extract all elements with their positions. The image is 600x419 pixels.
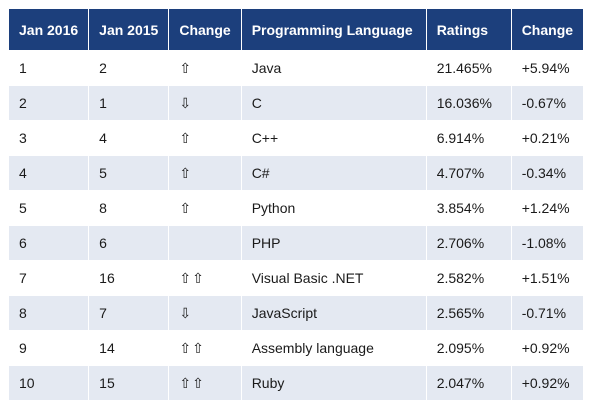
rating-change: -1.08% (511, 226, 584, 260)
rank-jan-2015: 4 (89, 121, 169, 155)
double-up-arrow-icon: ⇧⇧ (169, 261, 241, 295)
rank-jan-2016: 5 (9, 191, 89, 225)
table-row: 7 16 ⇧⇧ Visual Basic .NET 2.582% +1.51% (9, 261, 584, 295)
rank-jan-2015: 16 (89, 261, 169, 295)
table-row: 3 4 ⇧ C++ 6.914% +0.21% (9, 121, 584, 155)
rank-jan-2015: 2 (89, 51, 169, 85)
language-name: Visual Basic .NET (241, 261, 426, 295)
header-rating-change: Change (511, 9, 584, 50)
rank-jan-2016: 3 (9, 121, 89, 155)
header-jan-2016: Jan 2016 (9, 9, 89, 50)
header-programming-language: Programming Language (241, 9, 426, 50)
rank-jan-2015: 6 (89, 226, 169, 260)
language-name: C++ (241, 121, 426, 155)
rank-jan-2015: 5 (89, 156, 169, 190)
rating-change: -0.34% (511, 156, 584, 190)
header-jan-2015: Jan 2015 (89, 9, 169, 50)
table-row: 4 5 ⇧ C# 4.707% -0.34% (9, 156, 584, 190)
language-name: Java (241, 51, 426, 85)
rating-value: 2.582% (426, 261, 511, 295)
down-arrow-icon: ⇩ (169, 296, 241, 330)
rating-value: 2.047% (426, 366, 511, 400)
table-row: 8 7 ⇩ JavaScript 2.565% -0.71% (9, 296, 584, 330)
rank-jan-2015: 14 (89, 331, 169, 365)
rating-change: -0.67% (511, 86, 584, 120)
table-row: 5 8 ⇧ Python 3.854% +1.24% (9, 191, 584, 225)
ranking-table-container: Jan 2016 Jan 2015 Change Programming Lan… (8, 8, 585, 401)
table-row: 6 6 PHP 2.706% -1.08% (9, 226, 584, 260)
rank-jan-2016: 6 (9, 226, 89, 260)
ranking-table: Jan 2016 Jan 2015 Change Programming Lan… (8, 8, 585, 401)
rating-value: 6.914% (426, 121, 511, 155)
language-name: PHP (241, 226, 426, 260)
language-name: Python (241, 191, 426, 225)
rating-change: +5.94% (511, 51, 584, 85)
up-arrow-icon: ⇧ (169, 51, 241, 85)
rank-change-arrow (169, 226, 241, 260)
rank-jan-2015: 7 (89, 296, 169, 330)
rating-value: 16.036% (426, 86, 511, 120)
table-row: 10 15 ⇧⇧ Ruby 2.047% +0.92% (9, 366, 584, 400)
table-body: 1 2 ⇧ Java 21.465% +5.94% 2 1 ⇩ C 16.036% -0.67% 3 4 ⇧… (9, 51, 584, 400)
rating-change: +0.92% (511, 331, 584, 365)
rating-change: +1.24% (511, 191, 584, 225)
rank-jan-2016: 7 (9, 261, 89, 295)
rank-jan-2016: 8 (9, 296, 89, 330)
rank-jan-2016: 2 (9, 86, 89, 120)
rating-change: +0.92% (511, 366, 584, 400)
rating-value: 3.854% (426, 191, 511, 225)
up-arrow-icon: ⇧ (169, 191, 241, 225)
table-header-row: Jan 2016 Jan 2015 Change Programming Lan… (9, 9, 584, 50)
up-arrow-icon: ⇧ (169, 121, 241, 155)
rank-jan-2015: 8 (89, 191, 169, 225)
rating-change: +0.21% (511, 121, 584, 155)
header-ratings: Ratings (426, 9, 511, 50)
language-name: Assembly language (241, 331, 426, 365)
rank-jan-2015: 15 (89, 366, 169, 400)
table-row: 2 1 ⇩ C 16.036% -0.67% (9, 86, 584, 120)
table-row: 1 2 ⇧ Java 21.465% +5.94% (9, 51, 584, 85)
language-name: C (241, 86, 426, 120)
rank-jan-2016: 9 (9, 331, 89, 365)
rating-value: 2.565% (426, 296, 511, 330)
rank-jan-2016: 10 (9, 366, 89, 400)
rating-value: 2.706% (426, 226, 511, 260)
table-row: 9 14 ⇧⇧ Assembly language 2.095% +0.92% (9, 331, 584, 365)
language-name: Ruby (241, 366, 426, 400)
rank-jan-2016: 1 (9, 51, 89, 85)
double-up-arrow-icon: ⇧⇧ (169, 331, 241, 365)
rating-change: +1.51% (511, 261, 584, 295)
header-rank-change: Change (169, 9, 241, 50)
rank-jan-2016: 4 (9, 156, 89, 190)
double-up-arrow-icon: ⇧⇧ (169, 366, 241, 400)
rating-value: 4.707% (426, 156, 511, 190)
rating-value: 2.095% (426, 331, 511, 365)
language-name: JavaScript (241, 296, 426, 330)
down-arrow-icon: ⇩ (169, 86, 241, 120)
up-arrow-icon: ⇧ (169, 156, 241, 190)
rating-value: 21.465% (426, 51, 511, 85)
rating-change: -0.71% (511, 296, 584, 330)
language-name: C# (241, 156, 426, 190)
rank-jan-2015: 1 (89, 86, 169, 120)
